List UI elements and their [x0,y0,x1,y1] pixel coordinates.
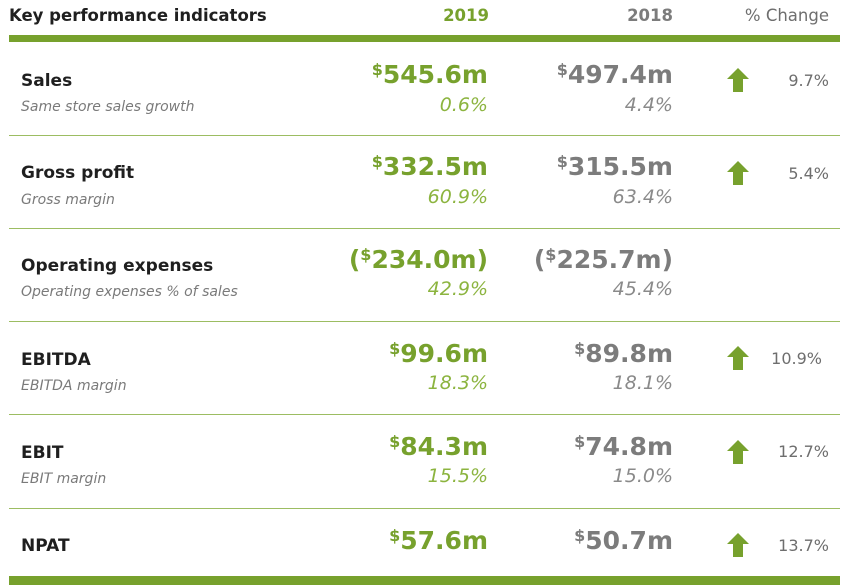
currency-symbol: $ [389,526,401,545]
change-value: 5.4% [788,164,829,183]
table-footer-bar [9,576,840,585]
currency-symbol: $ [545,245,557,264]
kpi-row-npat: NPAT $57.6m $50.7m 13.7% [0,509,843,575]
currency-symbol: $ [371,152,383,171]
currency-symbol: $ [371,60,383,79]
value-amount: 74.8m [585,432,673,461]
kpi-row-ebit: EBIT EBIT margin $84.3m $74.8m 15.5% 15.… [0,415,843,507]
arrow-up-icon [727,161,749,185]
currency-symbol: $ [360,245,372,264]
arrow-up-icon [727,533,749,557]
currency-symbol: $ [574,526,586,545]
row-label: EBITDA [21,350,91,370]
percent-2019: 18.3% [427,372,488,394]
table-title: Key performance indicators [9,6,267,25]
column-header-2019: 2019 [443,6,489,25]
row-label: EBIT [21,443,64,463]
row-label: NPAT [21,536,70,556]
value-2018: $89.8m [574,339,673,368]
currency-symbol: $ [574,432,586,451]
value-amount: 225.7m) [556,245,673,274]
percent-2019: 15.5% [427,465,488,487]
value-2019: $84.3m [389,432,488,461]
row-label: Sales [21,71,73,91]
kpi-row-ebitda: EBITDA EBITDA margin $99.6m $89.8m 18.3%… [0,322,843,414]
value-2018: $74.8m [574,432,673,461]
kpi-row-operating-expenses: Operating expenses Operating expenses % … [0,229,843,321]
value-2019: $545.6m [372,60,488,89]
value-amount: 57.6m [400,526,488,555]
percent-2019: 42.9% [427,278,488,300]
arrow-up-icon [727,68,749,92]
open-paren: ( [533,245,546,274]
percent-2018: 63.4% [612,186,673,208]
row-divider [9,414,840,415]
change-value: 10.9% [771,349,822,368]
value-2018: $50.7m [574,526,673,555]
value-2018: ($225.7m) [534,245,673,274]
column-header-2018: 2018 [627,6,673,25]
percent-2019: 60.9% [427,186,488,208]
value-amount: 332.5m [382,152,488,181]
change-value: 13.7% [778,536,829,555]
value-amount: 234.0m) [371,245,488,274]
row-divider [9,135,840,136]
row-label: Gross profit [21,163,135,183]
value-2019: $332.5m [372,152,488,181]
kpi-row-sales: Sales Same store sales growth $545.6m $4… [0,43,843,135]
value-amount: 99.6m [400,339,488,368]
value-amount: 315.5m [567,152,673,181]
change-value: 9.7% [788,71,829,90]
value-amount: 89.8m [585,339,673,368]
value-2018: $315.5m [557,152,673,181]
value-2019: $99.6m [389,339,488,368]
currency-symbol: $ [389,432,401,451]
header-divider-bar [9,35,840,42]
value-2018: $497.4m [557,60,673,89]
kpi-row-gross-profit: Gross profit Gross margin $332.5m $315.5… [0,136,843,228]
percent-2019: 0.6% [439,94,488,116]
row-label: Operating expenses [21,256,214,276]
currency-symbol: $ [389,339,401,358]
currency-symbol: $ [556,60,568,79]
value-2019: $57.6m [389,526,488,555]
row-sublabel: Same store sales growth [21,99,195,115]
percent-2018: 4.4% [624,94,673,116]
value-amount: 50.7m [585,526,673,555]
arrow-up-icon [727,346,749,370]
row-divider [9,508,840,509]
value-amount: 545.6m [382,60,488,89]
percent-2018: 45.4% [612,278,673,300]
currency-symbol: $ [556,152,568,171]
open-paren: ( [348,245,361,274]
row-divider [9,228,840,229]
value-amount: 84.3m [400,432,488,461]
currency-symbol: $ [574,339,586,358]
percent-2018: 18.1% [612,372,673,394]
row-divider [9,321,840,322]
row-sublabel: EBITDA margin [21,378,127,394]
value-amount: 497.4m [567,60,673,89]
table-header: Key performance indicators 2019 2018 % C… [0,0,843,36]
arrow-up-icon [727,440,749,464]
value-2019: ($234.0m) [349,245,488,274]
row-sublabel: Gross margin [21,192,115,208]
column-header-change: % Change [744,6,829,25]
percent-2018: 15.0% [612,465,673,487]
change-value: 12.7% [778,442,829,461]
row-sublabel: EBIT margin [21,471,107,487]
row-sublabel: Operating expenses % of sales [21,284,238,300]
